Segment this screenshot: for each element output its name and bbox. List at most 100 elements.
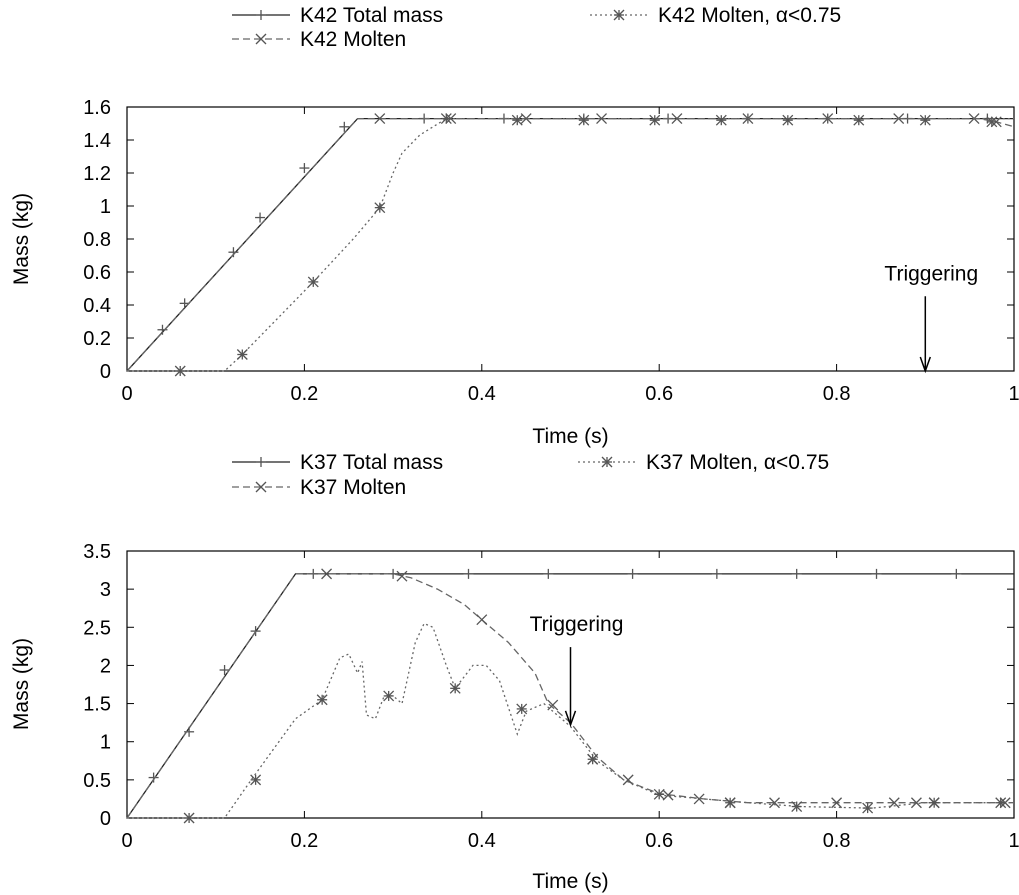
series-marker (449, 682, 461, 694)
series-marker (711, 568, 722, 579)
series-marker (853, 114, 865, 126)
series-line (126, 117, 1014, 372)
series-marker (596, 113, 608, 125)
series-marker (228, 247, 239, 258)
legend-label: K42 Molten, α<0.75 (658, 4, 841, 27)
y-tick-label: 2 (100, 655, 111, 677)
series-marker (183, 812, 195, 824)
series-marker (791, 568, 802, 579)
y-tick-label: 0.2 (83, 328, 111, 350)
y-tick-label: 1.2 (83, 163, 111, 185)
series-marker (928, 797, 940, 809)
series-marker (299, 163, 310, 174)
series-marker (440, 113, 452, 125)
series-marker (986, 116, 998, 128)
series-marker (995, 797, 1007, 809)
series-marker (649, 114, 661, 126)
chart-panel-k42: 0 0.2 0.4 0.6 0.8 1 0 0.2 0.4 0.6 0.8 1 1.2 1.4 1.6 Tim… (10, 4, 1019, 448)
y-tick-label: 1 (100, 196, 111, 218)
series-marker (219, 665, 230, 676)
y-axis-label: Mass (kg) (10, 193, 33, 285)
y-tick-label: 1 (100, 732, 111, 754)
series-marker (791, 801, 803, 813)
x-tick-label: 0 (121, 830, 132, 852)
series-2 (127, 622, 1014, 824)
series-line (127, 117, 1014, 372)
legend-entry: K37 Total mass (232, 451, 443, 474)
y-tick-label: 0.4 (83, 295, 111, 317)
legend-entry: K42 Molten (232, 28, 406, 51)
series-marker (622, 774, 634, 786)
series-marker (321, 568, 333, 580)
series-marker (871, 568, 882, 579)
x-tick-label: 0.6 (645, 383, 673, 405)
series-marker (578, 114, 590, 126)
x-axis-label: Time (s) (532, 425, 608, 448)
y-tick-label: 0 (100, 808, 111, 830)
legend-marker (256, 10, 266, 20)
legend-entry: K37 Molten (232, 476, 406, 499)
series-marker (782, 114, 794, 126)
series-marker (383, 690, 395, 702)
series-marker (724, 797, 736, 809)
series-marker (547, 699, 559, 711)
plot-frame (126, 550, 1015, 819)
arrow-head (564, 710, 577, 728)
x-tick-label: 0.4 (468, 830, 496, 852)
legend-entry: K42 Molten, α<0.75 (590, 4, 841, 27)
legend-label: K42 Molten (300, 28, 406, 51)
legend-label: K37 Molten, α<0.75 (646, 451, 829, 474)
series-line (126, 117, 1015, 372)
y-tick-label: 0.8 (83, 229, 111, 251)
series-marker (653, 788, 665, 800)
series-marker (476, 614, 488, 626)
plot-frame (126, 106, 1015, 372)
series-marker (831, 797, 843, 809)
annotation-label: Triggering (530, 613, 624, 636)
x-tick-label: 0.8 (823, 383, 851, 405)
chart-panel-k37: 0 0.2 0.4 0.6 0.8 1 0 0.5 1 1.5 2 2.5 3 3.5 Time (s) Ma… (10, 451, 1019, 893)
annotation-label: Triggering (884, 262, 978, 285)
y-axis-label: Mass (kg) (10, 638, 33, 730)
series-marker (822, 113, 834, 125)
x-tick-label: 0 (121, 383, 132, 405)
series-marker (307, 276, 319, 288)
series-marker (236, 349, 248, 360)
y-tick-label: 2.5 (83, 617, 111, 639)
x-tick-label: 1 (1008, 383, 1019, 405)
legend-label: K37 Molten (300, 476, 406, 499)
x-tick-label: 0.6 (645, 830, 673, 852)
series-1 (126, 568, 1014, 819)
series-2 (127, 113, 1014, 377)
series-marker (543, 568, 554, 579)
x-tick-label: 0.8 (823, 830, 851, 852)
legend-marker (256, 457, 266, 467)
y-tick-label: 0.6 (83, 262, 111, 284)
series-marker (910, 797, 922, 809)
legend-label: K37 Total mass (300, 451, 443, 474)
x-tick-label: 1 (1008, 830, 1019, 852)
x-tick-label: 0.2 (290, 383, 318, 405)
series-marker (316, 694, 328, 706)
series-line (126, 573, 1014, 819)
legend-marker (601, 456, 613, 468)
series-marker (374, 202, 386, 214)
triggering-annotation: Triggering (884, 262, 978, 374)
x-tick-label: 0.4 (468, 383, 496, 405)
series-line (126, 573, 1014, 819)
series-marker (715, 114, 727, 126)
series-marker (919, 114, 931, 126)
series-marker (662, 789, 674, 801)
series-marker (587, 753, 599, 765)
y-tick-label: 1.4 (83, 130, 111, 152)
series-marker (516, 703, 528, 715)
series-0 (126, 113, 1014, 372)
series-marker (888, 797, 900, 809)
y-tick-label: 1.5 (83, 694, 111, 716)
series-marker (396, 570, 408, 582)
x-tick-label: 0.2 (290, 830, 318, 852)
series-marker (520, 113, 532, 125)
y-tick-label: 0.5 (83, 770, 111, 792)
legend-marker (255, 33, 267, 45)
